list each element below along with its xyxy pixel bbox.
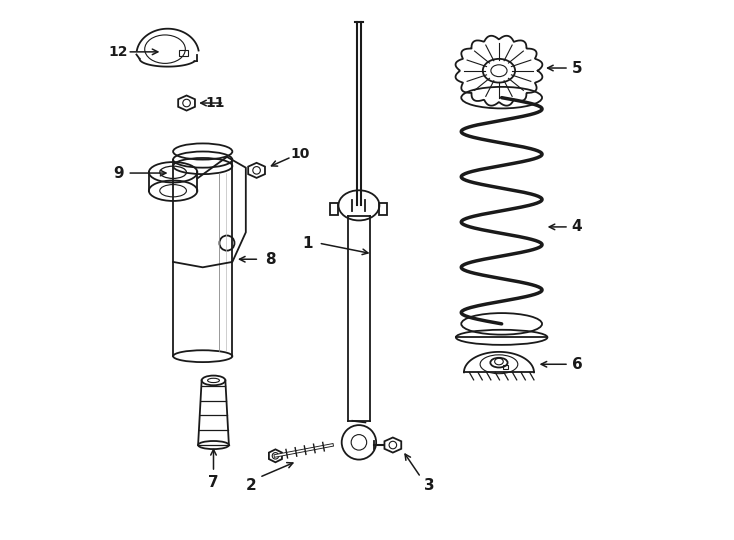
Text: 7: 7 [208,475,219,490]
Text: 12: 12 [109,45,128,59]
Bar [179,50,188,56]
Text: 3: 3 [424,478,435,493]
Bar [330,203,338,215]
Text: 5: 5 [572,60,582,76]
Text: 4: 4 [572,219,582,234]
Bar [379,203,388,215]
Text: 6: 6 [572,357,583,372]
Text: 11: 11 [206,96,225,110]
Text: 9: 9 [113,166,123,180]
Bar [504,365,508,369]
Text: 8: 8 [265,252,275,267]
Text: 2: 2 [246,478,257,493]
Text: 1: 1 [302,235,313,251]
Text: 10: 10 [290,147,309,161]
